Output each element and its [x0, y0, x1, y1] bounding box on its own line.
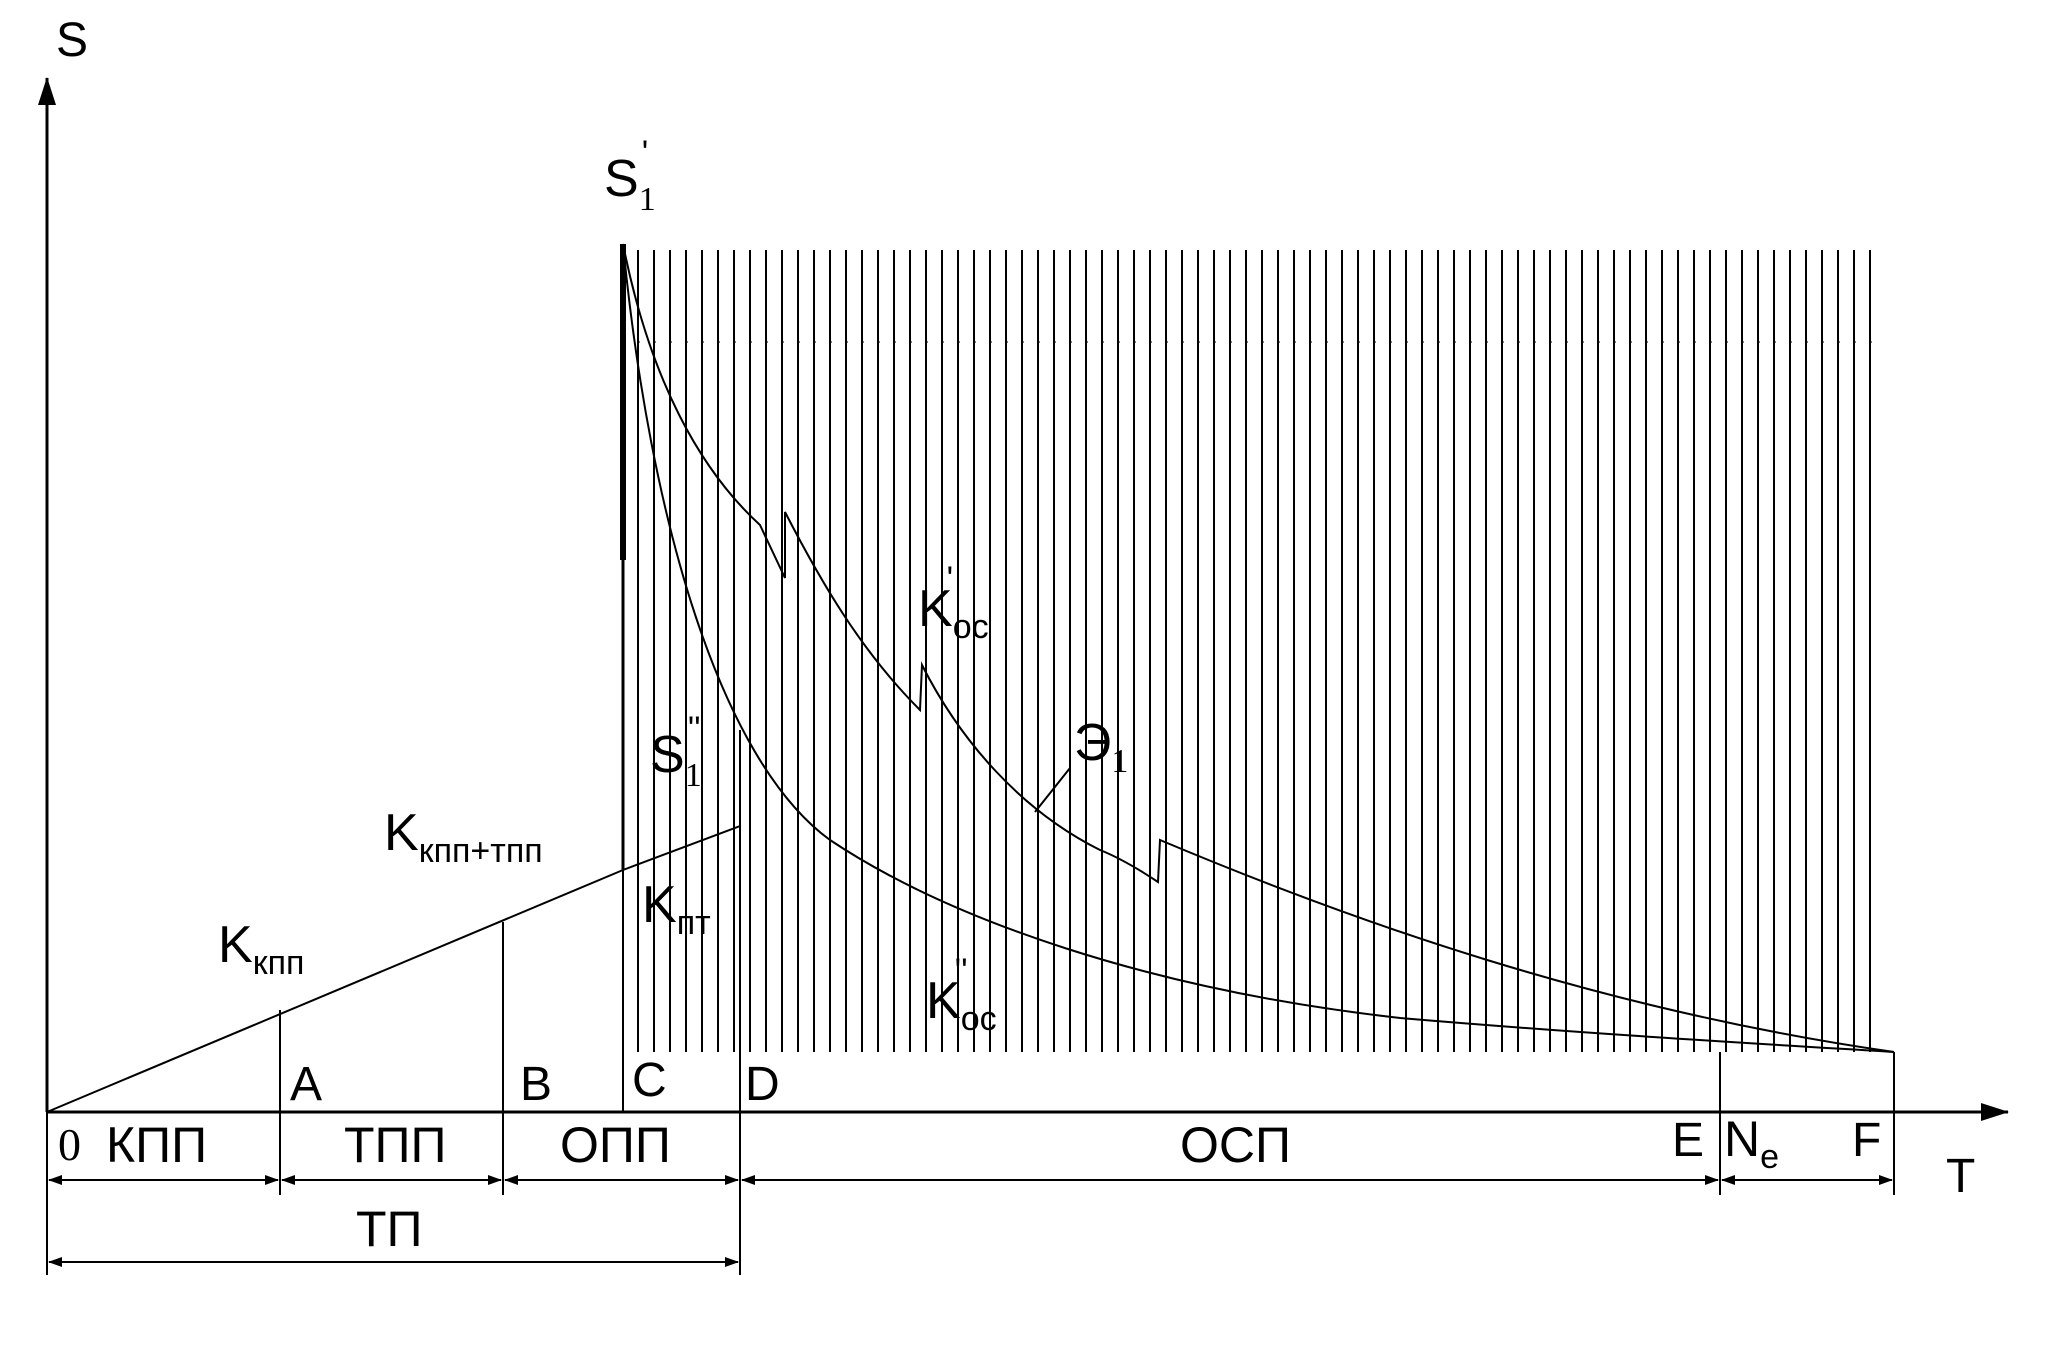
- k-kpp-tpp-label: Kкпп+тпп: [384, 804, 543, 870]
- s1-prime-label: S1': [604, 134, 656, 218]
- hatch-lines: [637, 250, 1882, 1052]
- point-E: E: [1672, 1114, 1704, 1167]
- y-axis-label: S: [56, 14, 88, 67]
- point-B: B: [520, 1058, 552, 1111]
- s1-dprime-label: S1'': [650, 710, 702, 794]
- point-D: D: [745, 1058, 780, 1111]
- k-kpp-line: [46, 730, 741, 1113]
- k-os-prime-label: Kос': [918, 560, 989, 646]
- segment-opp: ОПП: [560, 1117, 671, 1173]
- e1-label: Э1: [1074, 714, 1128, 780]
- segment-tp: ТП: [356, 1201, 422, 1257]
- segment-ne: Ne: [1724, 1111, 1779, 1176]
- segment-osp: ОСП: [1180, 1117, 1291, 1173]
- x-axis-label: T: [1946, 1150, 1975, 1203]
- e1-curve: [622, 243, 1895, 1053]
- segment-tpp: ТПП: [344, 1117, 446, 1173]
- k-os-dprime-label: Kос'': [926, 952, 997, 1038]
- point-A: A: [290, 1058, 322, 1111]
- k-pt-label: Kпт: [642, 876, 711, 942]
- segment-kpp: КПП: [106, 1117, 207, 1173]
- e1-pointer: [1034, 767, 1071, 813]
- k-kpp-label: Kкпп: [218, 916, 304, 982]
- point-origin: 0: [58, 1119, 81, 1170]
- point-F: F: [1852, 1114, 1881, 1167]
- point-C: C: [632, 1054, 667, 1107]
- k-os-prime-curve: [622, 243, 1895, 1053]
